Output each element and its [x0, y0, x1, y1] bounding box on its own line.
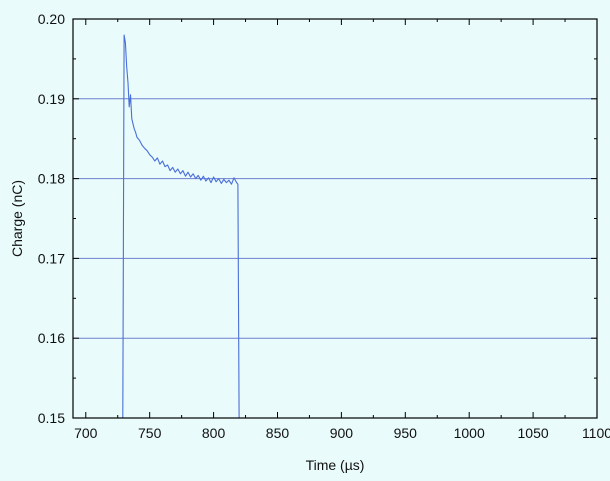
tick-layer: 700 750 800 850 900 950 1000 1050 1100 0.15 0.16 0.…: [38, 11, 610, 441]
plot-area: [73, 19, 597, 418]
x-tick-label: 700: [74, 425, 98, 441]
x-tick-label: 1000: [454, 425, 485, 441]
y-tick-label: 0.18: [38, 171, 65, 187]
series-layer: [122, 34, 240, 419]
y-tick-label: 0.15: [38, 410, 65, 426]
x-tick-label: 1050: [518, 425, 549, 441]
x-tick-label: 900: [330, 425, 354, 441]
y-tick-label: 0.17: [38, 250, 65, 266]
x-tick-label: 1100: [582, 425, 610, 441]
y-tick-label: 0.19: [38, 91, 65, 107]
grid-layer: [73, 98, 597, 339]
y-tick-label: 0.16: [38, 330, 65, 346]
series-line: [122, 34, 240, 419]
y-tick-label: 0.20: [38, 11, 65, 27]
x-tick-label: 950: [394, 425, 418, 441]
x-tick-label: 800: [202, 425, 226, 441]
y-axis-title: Charge (nC): [9, 180, 25, 257]
x-tick-label: 750: [138, 425, 162, 441]
x-axis-title: Time (µs): [306, 457, 365, 473]
x-tick-label: 850: [266, 425, 290, 441]
